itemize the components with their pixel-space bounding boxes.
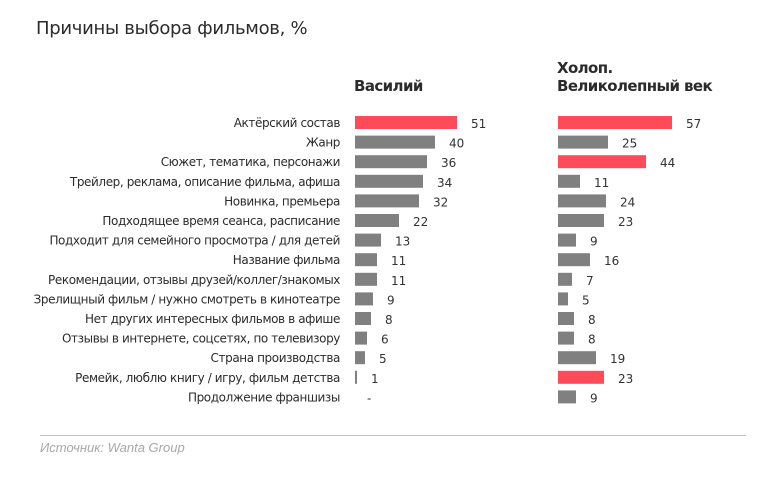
bar-vasiliy xyxy=(355,135,435,149)
category-label: Зрелищный фильм / нужно смотреть в кинот… xyxy=(34,292,340,306)
value-label: 9 xyxy=(590,235,598,249)
bar-holop xyxy=(558,351,596,365)
category-label: Актёрский состав xyxy=(234,116,341,130)
value-label: 57 xyxy=(686,117,701,131)
bar-holop xyxy=(558,155,646,169)
value-label: 51 xyxy=(471,117,486,131)
value-label: 9 xyxy=(590,391,598,405)
category-label: Новинка, премьера xyxy=(224,194,340,208)
bar-vasiliy xyxy=(355,214,399,227)
bar-holop xyxy=(558,312,574,325)
bar-vasiliy xyxy=(355,155,427,169)
value-label: 24 xyxy=(620,195,635,209)
category-label: Рекомендации, отзывы друзей/коллег/знако… xyxy=(48,273,340,287)
category-label: Ремейк, люблю книгу / игру, фильм детств… xyxy=(75,371,340,385)
bar-vasiliy xyxy=(355,233,381,247)
value-label: 8 xyxy=(385,313,393,327)
value-label: 40 xyxy=(449,137,464,151)
series-header-line-1: Холоп. xyxy=(557,59,613,77)
value-label: 5 xyxy=(379,352,387,366)
category-label: Отзывы в интернете, соцсетях, по телевиз… xyxy=(62,332,340,346)
series-header-vasiliy: Василий xyxy=(354,77,423,95)
value-label: 11 xyxy=(594,176,609,190)
value-label: 5 xyxy=(582,293,590,307)
category-label: Трейлер, реклама, описание фильма, афиша xyxy=(69,175,340,189)
bar-holop xyxy=(558,233,576,247)
bar-vasiliy xyxy=(355,292,373,306)
bar-vasiliy xyxy=(355,331,367,345)
bar-holop xyxy=(558,116,672,129)
value-label: 23 xyxy=(618,215,633,229)
value-label: 34 xyxy=(437,176,452,190)
bar-holop xyxy=(558,272,572,286)
series-header-text: Василий xyxy=(354,77,423,95)
footer-divider xyxy=(40,435,746,436)
bar-holop xyxy=(558,253,590,267)
bar-holop xyxy=(558,135,608,149)
category-label: Нет других интересных фильмов в афише xyxy=(85,312,340,326)
value-label: 11 xyxy=(391,254,406,268)
bar-vasiliy xyxy=(355,253,377,267)
value-label: 23 xyxy=(618,372,633,386)
value-label: 19 xyxy=(610,352,625,366)
bar-vasiliy xyxy=(355,174,423,188)
category-label: Страна производства xyxy=(211,351,341,365)
value-label: 11 xyxy=(391,274,406,288)
bar-holop xyxy=(558,292,568,306)
category-label: Название фильма xyxy=(233,253,340,267)
category-label: Сюжет, тематика, персонажи xyxy=(161,155,340,169)
value-label: 13 xyxy=(395,235,410,249)
value-label: 16 xyxy=(604,254,619,268)
bar-vasiliy xyxy=(355,312,371,325)
value-label: 7 xyxy=(586,274,594,288)
bar-holop xyxy=(558,194,606,208)
bar-vasiliy xyxy=(355,116,457,129)
bar-vasiliy xyxy=(355,351,365,365)
bar-holop xyxy=(558,370,604,384)
source-note: Источник: Wanta Group xyxy=(40,440,185,455)
bar-vasiliy xyxy=(355,370,357,384)
value-label: 44 xyxy=(660,156,675,170)
bar-holop xyxy=(558,214,604,227)
value-label: 8 xyxy=(588,313,596,327)
value-label: 1 xyxy=(371,372,379,386)
category-label: Жанр xyxy=(306,136,340,150)
category-label: Продолжение франшизы xyxy=(188,390,340,404)
value-label: - xyxy=(367,391,371,405)
bar-holop xyxy=(558,174,580,188)
bar-holop xyxy=(558,390,576,404)
value-label: 22 xyxy=(413,215,428,229)
category-label: Подходящее время сеанса, расписание xyxy=(102,214,340,228)
value-label: 8 xyxy=(588,333,596,347)
value-label: 25 xyxy=(622,137,637,151)
bar-vasiliy xyxy=(355,194,419,208)
chart-title: Причины выбора фильмов, % xyxy=(36,18,308,39)
bar-holop xyxy=(558,331,574,345)
series-header-holop: Холоп. Великолепный век xyxy=(557,59,713,95)
category-label: Подходит для семейного просмотра / для д… xyxy=(49,234,340,248)
value-label: 6 xyxy=(381,333,389,347)
series-header-line-2: Великолепный век xyxy=(557,77,713,95)
value-label: 9 xyxy=(387,293,395,307)
value-label: 36 xyxy=(441,156,456,170)
bar-vasiliy xyxy=(355,272,377,286)
value-label: 32 xyxy=(433,195,448,209)
